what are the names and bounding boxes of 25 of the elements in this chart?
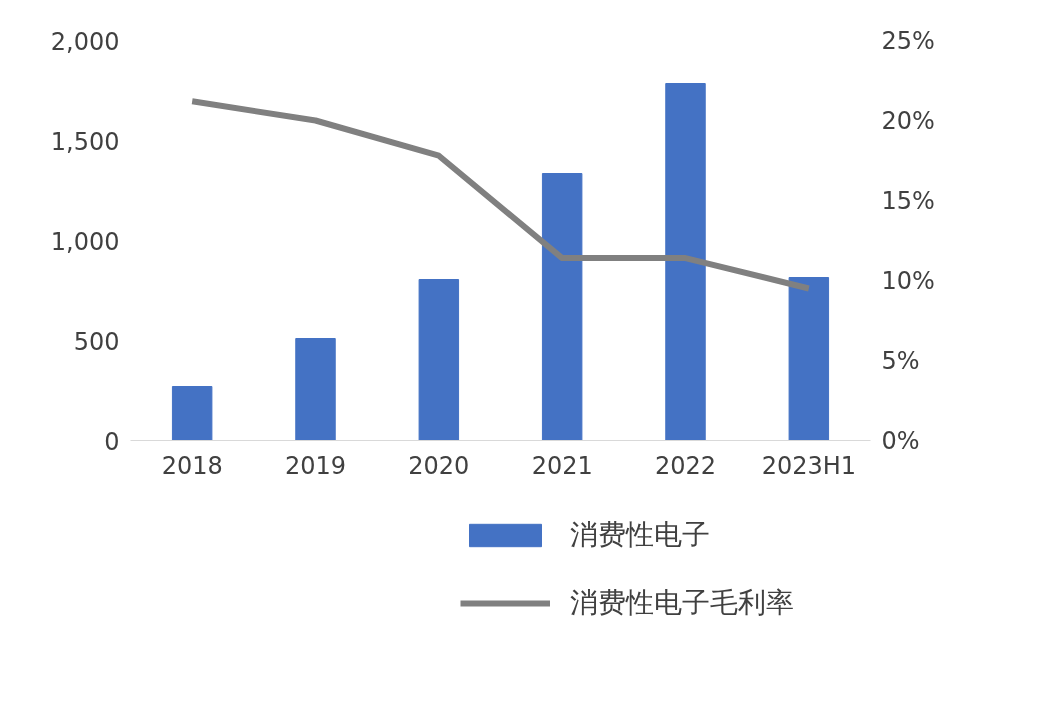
legend-label: 消费性电子毛利率 xyxy=(570,585,794,621)
y2-tick-label: 25% xyxy=(881,26,935,55)
x-tick-label: 2022 xyxy=(654,451,717,480)
bar xyxy=(665,83,706,441)
y-tick-label: 500 xyxy=(73,327,120,356)
y-tick-label: 1,500 xyxy=(50,127,120,156)
bar xyxy=(541,173,583,441)
bar xyxy=(788,277,830,441)
x-tick-label: 2018 xyxy=(161,451,223,480)
y-tick-label: 0 xyxy=(104,427,120,456)
y2-tick-label: 15% xyxy=(881,186,935,215)
x-tick-label: 2019 xyxy=(284,451,347,480)
y-tick-label: 2,000 xyxy=(50,27,120,56)
y2-tick-label: 5% xyxy=(881,346,920,375)
y2-tick-label: 0% xyxy=(881,426,920,455)
x-tick-label: 2023H1 xyxy=(761,451,857,480)
x-tick-label: 2020 xyxy=(408,451,470,480)
bar xyxy=(171,386,213,441)
y2-tick-label: 10% xyxy=(881,266,935,295)
y-tick-label: 1,000 xyxy=(50,227,120,256)
bar xyxy=(418,279,460,441)
y2-tick-label: 20% xyxy=(881,106,935,135)
legend-label: 消费性电子 xyxy=(570,517,710,553)
bar xyxy=(295,338,336,441)
x-tick-label: 2021 xyxy=(531,451,593,480)
